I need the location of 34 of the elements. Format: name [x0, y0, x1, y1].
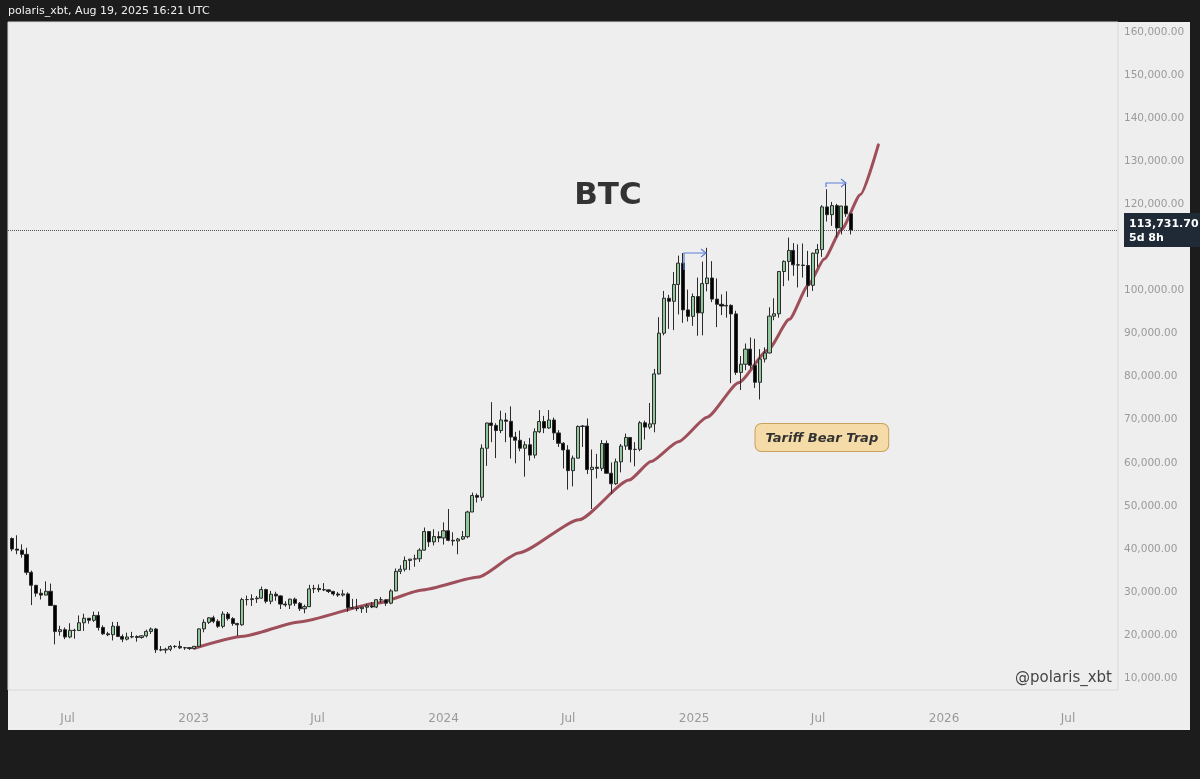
y-tick-label: 60,000.00 — [1124, 455, 1178, 468]
ref-line-label: 113,731.70 5d 8h — [1129, 216, 1199, 244]
line-series — [192, 143, 880, 650]
text: polaris_xbt, Aug 19, 2025 16:21 UTC — [8, 4, 210, 17]
y-tick-label: 100,000.00 — [1124, 283, 1185, 296]
x-tick-label: 2023 — [178, 711, 209, 725]
y-tick-label: 10,000.00 — [1124, 671, 1178, 684]
y-tick-label: 120,000.00 — [1124, 197, 1185, 210]
x-tick-label: Jul — [809, 711, 826, 725]
y-tick-label: 70,000.00 — [1124, 412, 1178, 425]
candlestick — [278, 594, 283, 610]
y-tick-label: 160,000.00 — [1124, 24, 1185, 37]
y-tick-label: 30,000.00 — [1124, 584, 1178, 597]
y-tick-label: 140,000.00 — [1124, 110, 1185, 123]
y-tick-label: 150,000.00 — [1124, 67, 1185, 80]
candlestick — [163, 647, 168, 654]
y-tick-label: 40,000.00 — [1124, 541, 1178, 554]
candlestick — [187, 646, 192, 651]
y-tick-label: 50,000.00 — [1124, 498, 1178, 511]
x-tick-label: 2025 — [678, 711, 710, 725]
x-tick-label: Jul — [559, 711, 576, 725]
annotation: @polaris_xbt — [1015, 668, 1112, 686]
x-tick-label: Jul — [59, 711, 75, 725]
candlestick — [139, 634, 144, 640]
text: BTC — [574, 174, 642, 211]
annotation: Tariff Bear Trap — [765, 430, 879, 446]
x-tick-label: 2024 — [428, 711, 459, 725]
x-tick-label: Jul — [1059, 711, 1076, 725]
y-tick-label: 80,000.00 — [1124, 369, 1178, 382]
y-tick-label: 90,000.00 — [1124, 326, 1178, 339]
x-tick-label: Jul — [309, 711, 325, 725]
x-tick-label: 2026 — [928, 711, 960, 725]
y-tick-label: 130,000.00 — [1124, 153, 1185, 166]
y-tick-label: 20,000.00 — [1124, 627, 1178, 640]
